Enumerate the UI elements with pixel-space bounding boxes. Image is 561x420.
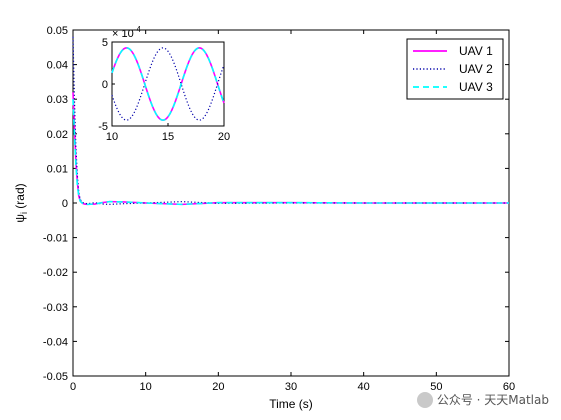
x-tick-label: 10	[140, 381, 152, 393]
main-series-group	[72, 36, 509, 206]
series-line-uav3	[72, 99, 509, 206]
inset-series-line-uav3	[111, 47, 225, 121]
x-tick-label: 40	[358, 381, 370, 393]
legend-box	[406, 38, 504, 100]
inset-x-tick-label: 20	[218, 131, 230, 143]
y-tick-label: -0.03	[43, 302, 68, 314]
inset-y-tick-label: 0	[102, 79, 108, 91]
legend-label-uav3: UAV 3	[459, 80, 493, 94]
legend-label-uav2: UAV 2	[459, 62, 493, 76]
inset-y-tick-label: 5	[102, 37, 108, 49]
y-tick-label: -0.05	[43, 371, 68, 383]
wechat-logo-icon	[416, 391, 433, 408]
x-tick-label: 60	[503, 381, 515, 393]
y-tick-label: 0.03	[47, 94, 68, 106]
inset-series-line-uav2	[111, 47, 225, 121]
inset-axes: 10 15 20 -5 0 5 × 10-4	[98, 25, 230, 143]
x-tick-label: 0	[70, 381, 76, 393]
y-tick-label: -0.01	[43, 233, 68, 245]
x-tick-label: 50	[430, 381, 442, 393]
x-axis-label: Time (s)	[269, 397, 313, 411]
y-axis-label: ψi (rad)	[13, 183, 29, 222]
legend-label-uav1: UAV 1	[459, 44, 493, 58]
x-tick-label: 20	[212, 381, 224, 393]
legend: UAV 1 UAV 2 UAV 3	[406, 38, 504, 100]
inset-exponent-label: × 10-4	[112, 25, 141, 40]
y-tick-label: 0.02	[47, 129, 68, 141]
watermark-text: 公众号 · 天天Matlab	[436, 393, 549, 407]
watermark: 公众号 · 天天Matlab	[416, 391, 549, 408]
y-tick-label: 0.01	[47, 163, 68, 175]
y-tick-label: 0.05	[47, 25, 68, 37]
inset-y-tick-label: -5	[98, 121, 108, 133]
inset-x-tick-label: 15	[162, 131, 174, 143]
y-tick-label: 0	[62, 198, 68, 210]
y-tick-label: -0.02	[43, 267, 68, 279]
y-tick-label: -0.04	[43, 336, 68, 348]
x-tick-label: 30	[285, 381, 297, 393]
y-tick-label: 0.04	[47, 60, 68, 72]
inset-x-tick-label: 10	[106, 131, 118, 143]
inset-plot-area	[111, 41, 225, 127]
